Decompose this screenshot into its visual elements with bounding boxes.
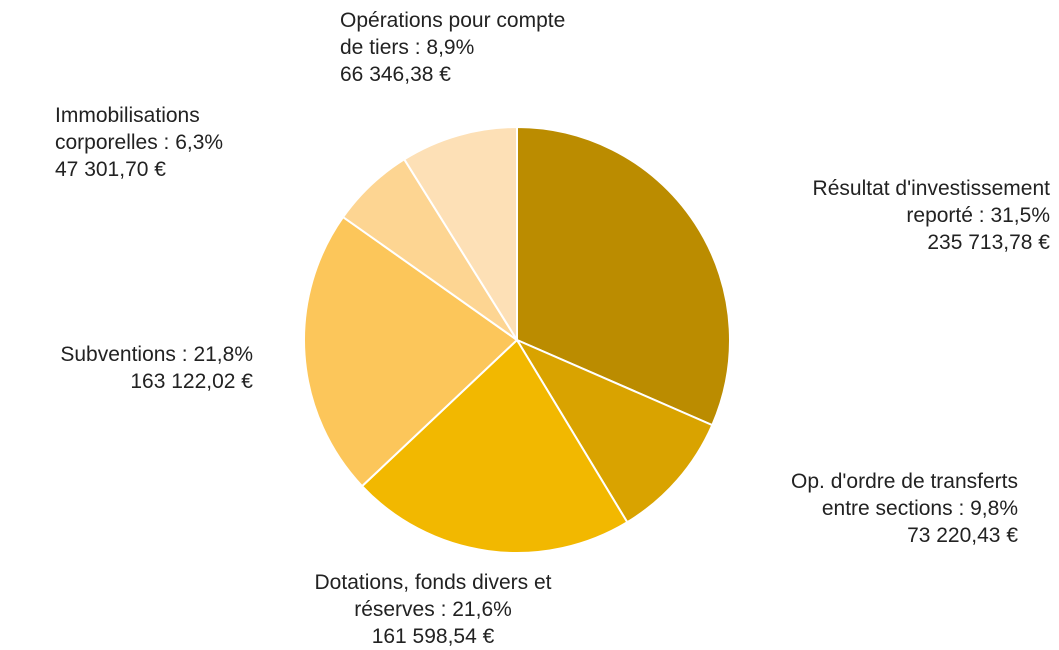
separator: : (157, 131, 176, 154)
value-label: 163 122,02 € (130, 370, 253, 393)
slice-label: Dotations, fonds divers et réserves : 21… (288, 569, 578, 650)
value-label: 66 346,38 € (340, 63, 451, 86)
pie-slice (516, 125, 731, 427)
value-label: 73 220,43 € (907, 524, 1018, 547)
percent-label: 21,6% (452, 598, 512, 621)
percent-label: 6,3% (175, 131, 224, 154)
percent-label: 9,8% (970, 497, 1018, 520)
separator: : (175, 343, 194, 366)
category-name: Op. d'ordre de transferts entre sections (791, 470, 1024, 520)
pie-slice (402, 125, 518, 344)
pie-slice (360, 338, 629, 554)
value-label: 235 713,78 € (927, 231, 1050, 254)
slice-label: Opérations pour compte de tiers : 8,9% 66… (340, 7, 566, 88)
separator: : (408, 36, 427, 59)
percent-label: 31,5% (990, 204, 1050, 227)
category-name: Résultat d'investissement reporté (812, 177, 1056, 227)
pie-slice (514, 337, 714, 524)
separator: : (434, 598, 453, 621)
percent-label: 8,9% (426, 36, 475, 59)
slice-label: Subventions : 21,8% 163 122,02 € (3, 341, 253, 395)
percent-label: 21,8% (193, 343, 253, 366)
value-label: 47 301,70 € (55, 158, 166, 181)
separator: : (972, 204, 991, 227)
slice-label: Immobilisations corporelles : 6,3% 47 301… (55, 102, 277, 183)
value-label: 161 598,54 € (371, 625, 495, 648)
category-name: Subventions (60, 343, 176, 366)
slice-label: Op. d'ordre de transferts entre sections… (743, 468, 1018, 549)
slice-label: Résultat d'investissement reporté : 31,5… (770, 175, 1050, 256)
category-name: Dotations, fonds divers et réserves (314, 571, 558, 621)
category-name: Opérations pour compte de tiers (340, 9, 572, 59)
pie-slice (303, 215, 519, 488)
separator: : (952, 497, 971, 520)
category-name: Immobilisations corporelles (55, 104, 206, 154)
